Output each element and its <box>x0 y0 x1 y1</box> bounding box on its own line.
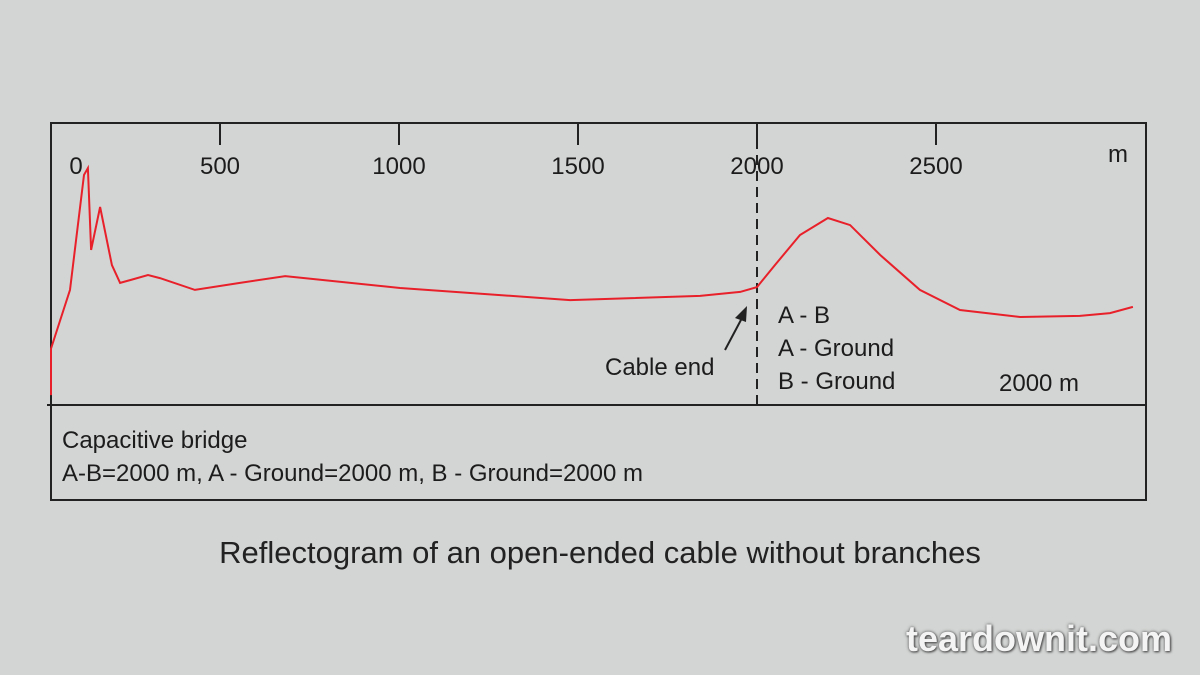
distance-label: 2000 m <box>999 370 1080 397</box>
chart-frame <box>50 122 1147 501</box>
x-tick-label: 1500 <box>551 153 604 180</box>
cable-end-label: Cable end <box>605 354 715 381</box>
pair-label-a-ground: A - Ground <box>778 335 895 362</box>
x-tick-label: 0 <box>69 153 82 180</box>
pair-label-a-b: A - B <box>778 302 831 329</box>
pair-label-b-ground: B - Ground <box>778 368 896 395</box>
watermark-logo: teardownit.com <box>905 618 1172 659</box>
x-tick-label: 1000 <box>372 153 425 180</box>
reflectogram-series-line <box>50 164 1134 396</box>
chart-title: Reflectogram of an open-ended cable with… <box>219 535 981 570</box>
x-tick-label: 500 <box>200 153 240 180</box>
info-line-1: Capacitive bridge <box>62 427 248 454</box>
x-axis-unit: m <box>1108 141 1128 168</box>
cable-end-arrow <box>724 317 743 351</box>
x-tick-label: 2500 <box>909 153 962 180</box>
arrow-head-icon <box>735 306 747 322</box>
info-line-2: A-B=2000 m, A - Ground=2000 m, B - Groun… <box>62 460 644 487</box>
